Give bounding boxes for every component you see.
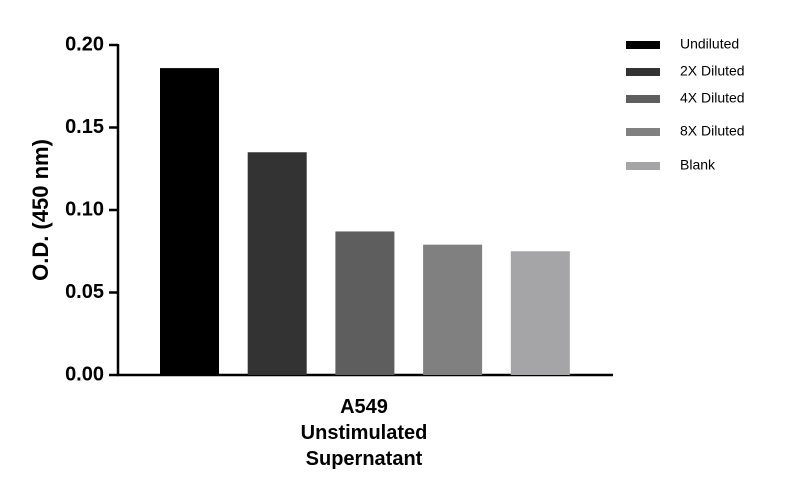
y-tick-label: 0.05	[65, 281, 104, 303]
y-tick-label: 0.10	[65, 198, 104, 220]
legend-label: Undiluted	[680, 36, 739, 52]
y-tick-label: 0.15	[65, 116, 104, 138]
bar	[423, 244, 483, 375]
x-tick-label: A549 Unstimulated Supernatant	[300, 396, 428, 470]
legend-swatch	[626, 95, 660, 103]
bar	[335, 231, 395, 375]
y-tick-label: 0.00	[65, 363, 104, 385]
legend-label: 4X Diluted	[680, 90, 745, 106]
legend-label: 8X Diluted	[680, 123, 745, 139]
legend-label: 2X Diluted	[680, 63, 745, 79]
legend-swatch	[626, 128, 660, 136]
legend-swatch	[626, 68, 660, 76]
legend-swatch	[626, 162, 660, 170]
legend-swatch	[626, 41, 660, 49]
bar	[160, 68, 219, 375]
y-axis-label: O.D. (450 nm)	[28, 139, 53, 281]
bar	[510, 251, 570, 375]
y-tick-label: 0.20	[65, 33, 104, 55]
legend-label: Blank	[680, 157, 716, 173]
bar	[247, 152, 307, 375]
